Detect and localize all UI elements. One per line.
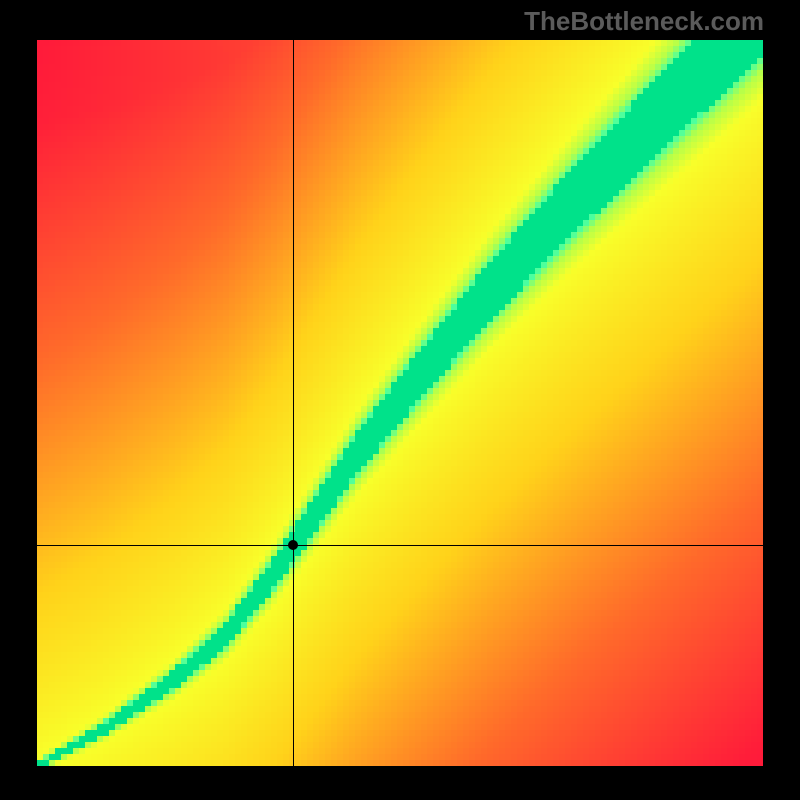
heatmap-canvas <box>37 40 763 766</box>
intersection-marker <box>288 540 298 550</box>
watermark-text: TheBottleneck.com <box>524 6 764 37</box>
crosshair-vertical <box>293 40 294 766</box>
crosshair-horizontal <box>37 545 763 546</box>
plot-area <box>37 40 763 766</box>
